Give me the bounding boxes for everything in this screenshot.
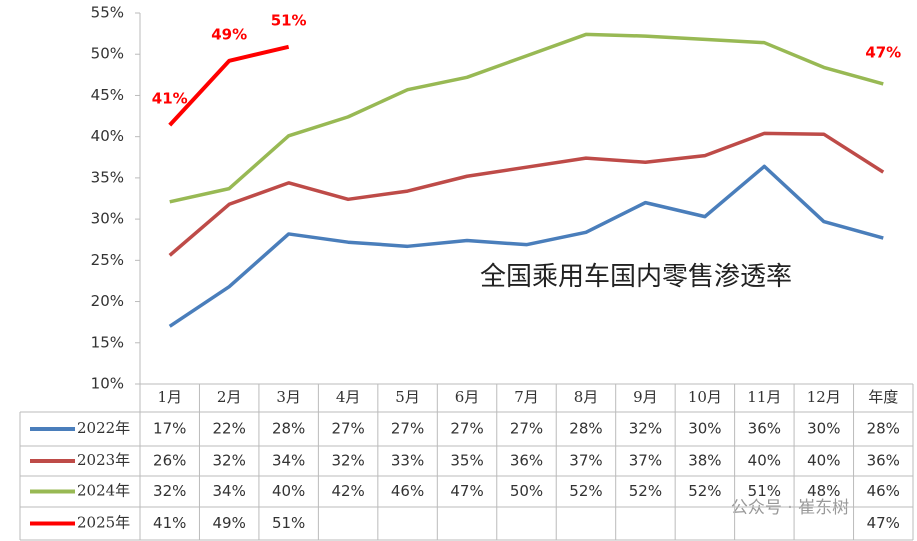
x-tick-label: 12月 — [807, 388, 841, 406]
x-tick-label: 2月 — [217, 388, 242, 406]
y-tick-label: 25% — [91, 251, 124, 269]
table-cell: 33% — [391, 452, 424, 470]
table-cell: 27% — [391, 420, 424, 438]
x-tick-label: 6月 — [455, 388, 480, 406]
legend-label: 2024年 — [77, 482, 130, 500]
table-cell: 36% — [510, 452, 543, 470]
y-tick-label: 10% — [91, 375, 124, 393]
table-cell: 27% — [510, 420, 543, 438]
table-cell: 28% — [867, 420, 900, 438]
table-cell: 27% — [450, 420, 483, 438]
data-label: 51% — [271, 11, 307, 29]
table-cell: 22% — [213, 420, 246, 438]
table-cell: 26% — [153, 452, 186, 470]
table-cell: 17% — [153, 420, 186, 438]
x-tick-label: 11月 — [747, 388, 781, 406]
x-tick-label: 5月 — [395, 388, 420, 406]
table-cell: 52% — [688, 482, 721, 500]
x-tick-label: 4月 — [336, 388, 361, 406]
table-cell: 32% — [213, 452, 246, 470]
table-cell: 40% — [807, 452, 840, 470]
legend-label: 2023年 — [77, 451, 130, 469]
y-tick-label: 40% — [91, 127, 124, 145]
y-tick-label: 55% — [91, 4, 124, 22]
table-cell: 41% — [153, 514, 186, 532]
x-tick-label: 3月 — [276, 388, 301, 406]
table-cell: 47% — [867, 514, 900, 532]
watermark: 公众号 · 崔东树 — [731, 498, 849, 518]
table-cell: 27% — [331, 420, 364, 438]
table-cell: 49% — [213, 514, 246, 532]
x-tick-label: 7月 — [514, 388, 539, 406]
table-cell: 38% — [688, 452, 721, 470]
table-cell: 37% — [629, 452, 662, 470]
table-cell: 46% — [391, 482, 424, 500]
data-label: 41% — [152, 90, 188, 108]
series-line — [170, 47, 884, 125]
table-cell: 48% — [807, 482, 840, 500]
table-cell: 34% — [213, 482, 246, 500]
series-line — [168, 164, 884, 328]
table-cell: 32% — [331, 452, 364, 470]
table-cell: 36% — [748, 420, 781, 438]
table-cell: 42% — [331, 482, 364, 500]
series-line — [169, 32, 884, 204]
y-tick-label: 15% — [91, 333, 124, 351]
table-cell: 32% — [629, 420, 662, 438]
table-cell: 30% — [807, 420, 840, 438]
table-cell: 28% — [569, 420, 602, 438]
data-label: 49% — [211, 25, 247, 43]
x-tick-label: 年度 — [868, 388, 898, 406]
y-tick-label: 50% — [91, 45, 124, 63]
table-cell: 51% — [272, 514, 305, 532]
x-tick-label: 8月 — [574, 388, 599, 406]
series-line — [168, 131, 885, 257]
table-cell: 50% — [510, 482, 543, 500]
legend-label: 2025年 — [77, 514, 130, 532]
table-cell: 47% — [450, 482, 483, 500]
y-tick-label: 30% — [91, 210, 124, 228]
table-cell: 51% — [748, 482, 781, 500]
y-tick-label: 45% — [91, 86, 124, 104]
table-cell: 40% — [272, 482, 305, 500]
legend-label: 2022年 — [77, 419, 130, 437]
y-tick-label: 20% — [91, 292, 124, 310]
y-tick-label: 35% — [91, 168, 124, 186]
chart-annotation: 全国乘用车国内零售渗透率 — [480, 262, 792, 292]
table-cell: 52% — [569, 482, 602, 500]
table-cell: 52% — [629, 482, 662, 500]
table-cell: 30% — [688, 420, 721, 438]
table-cell: 36% — [867, 452, 900, 470]
table-cell: 32% — [153, 482, 186, 500]
x-tick-label: 10月 — [688, 388, 722, 406]
table-cell: 37% — [569, 452, 602, 470]
table-cell: 46% — [867, 482, 900, 500]
table-cell: 35% — [450, 452, 483, 470]
table-cell: 40% — [748, 452, 781, 470]
table-cell: 34% — [272, 452, 305, 470]
data-label: 47% — [865, 43, 901, 61]
x-tick-label: 1月 — [157, 388, 182, 406]
x-tick-label: 9月 — [633, 388, 658, 406]
table-cell: 28% — [272, 420, 305, 438]
